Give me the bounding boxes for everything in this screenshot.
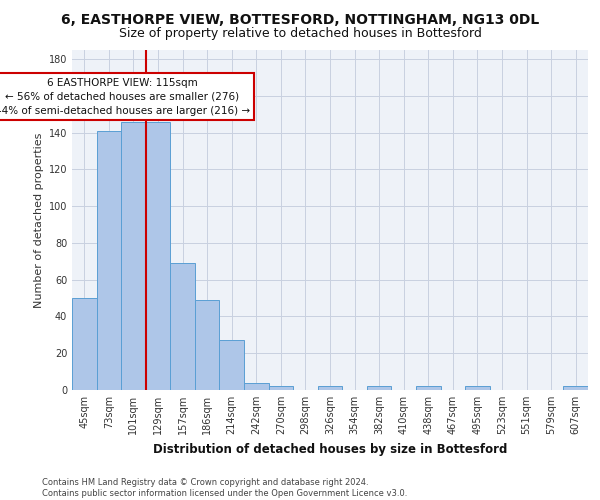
Text: 6 EASTHORPE VIEW: 115sqm
← 56% of detached houses are smaller (276)
44% of semi-: 6 EASTHORPE VIEW: 115sqm ← 56% of detach… [0,78,250,116]
Bar [367,386,391,390]
Bar [195,300,220,390]
Bar [416,386,440,390]
Bar [269,386,293,390]
Text: Size of property relative to detached houses in Bottesford: Size of property relative to detached ho… [119,28,481,40]
Bar [318,386,342,390]
Text: 6, EASTHORPE VIEW, BOTTESFORD, NOTTINGHAM, NG13 0DL: 6, EASTHORPE VIEW, BOTTESFORD, NOTTINGHA… [61,12,539,26]
Bar [244,382,269,390]
Bar [146,122,170,390]
Y-axis label: Number of detached properties: Number of detached properties [34,132,44,308]
Bar [563,386,588,390]
Text: Contains HM Land Registry data © Crown copyright and database right 2024.
Contai: Contains HM Land Registry data © Crown c… [42,478,407,498]
Bar [170,263,195,390]
Bar [72,298,97,390]
Bar [97,131,121,390]
Bar [220,340,244,390]
Bar [121,122,146,390]
Bar [465,386,490,390]
Text: Distribution of detached houses by size in Bottesford: Distribution of detached houses by size … [153,442,507,456]
